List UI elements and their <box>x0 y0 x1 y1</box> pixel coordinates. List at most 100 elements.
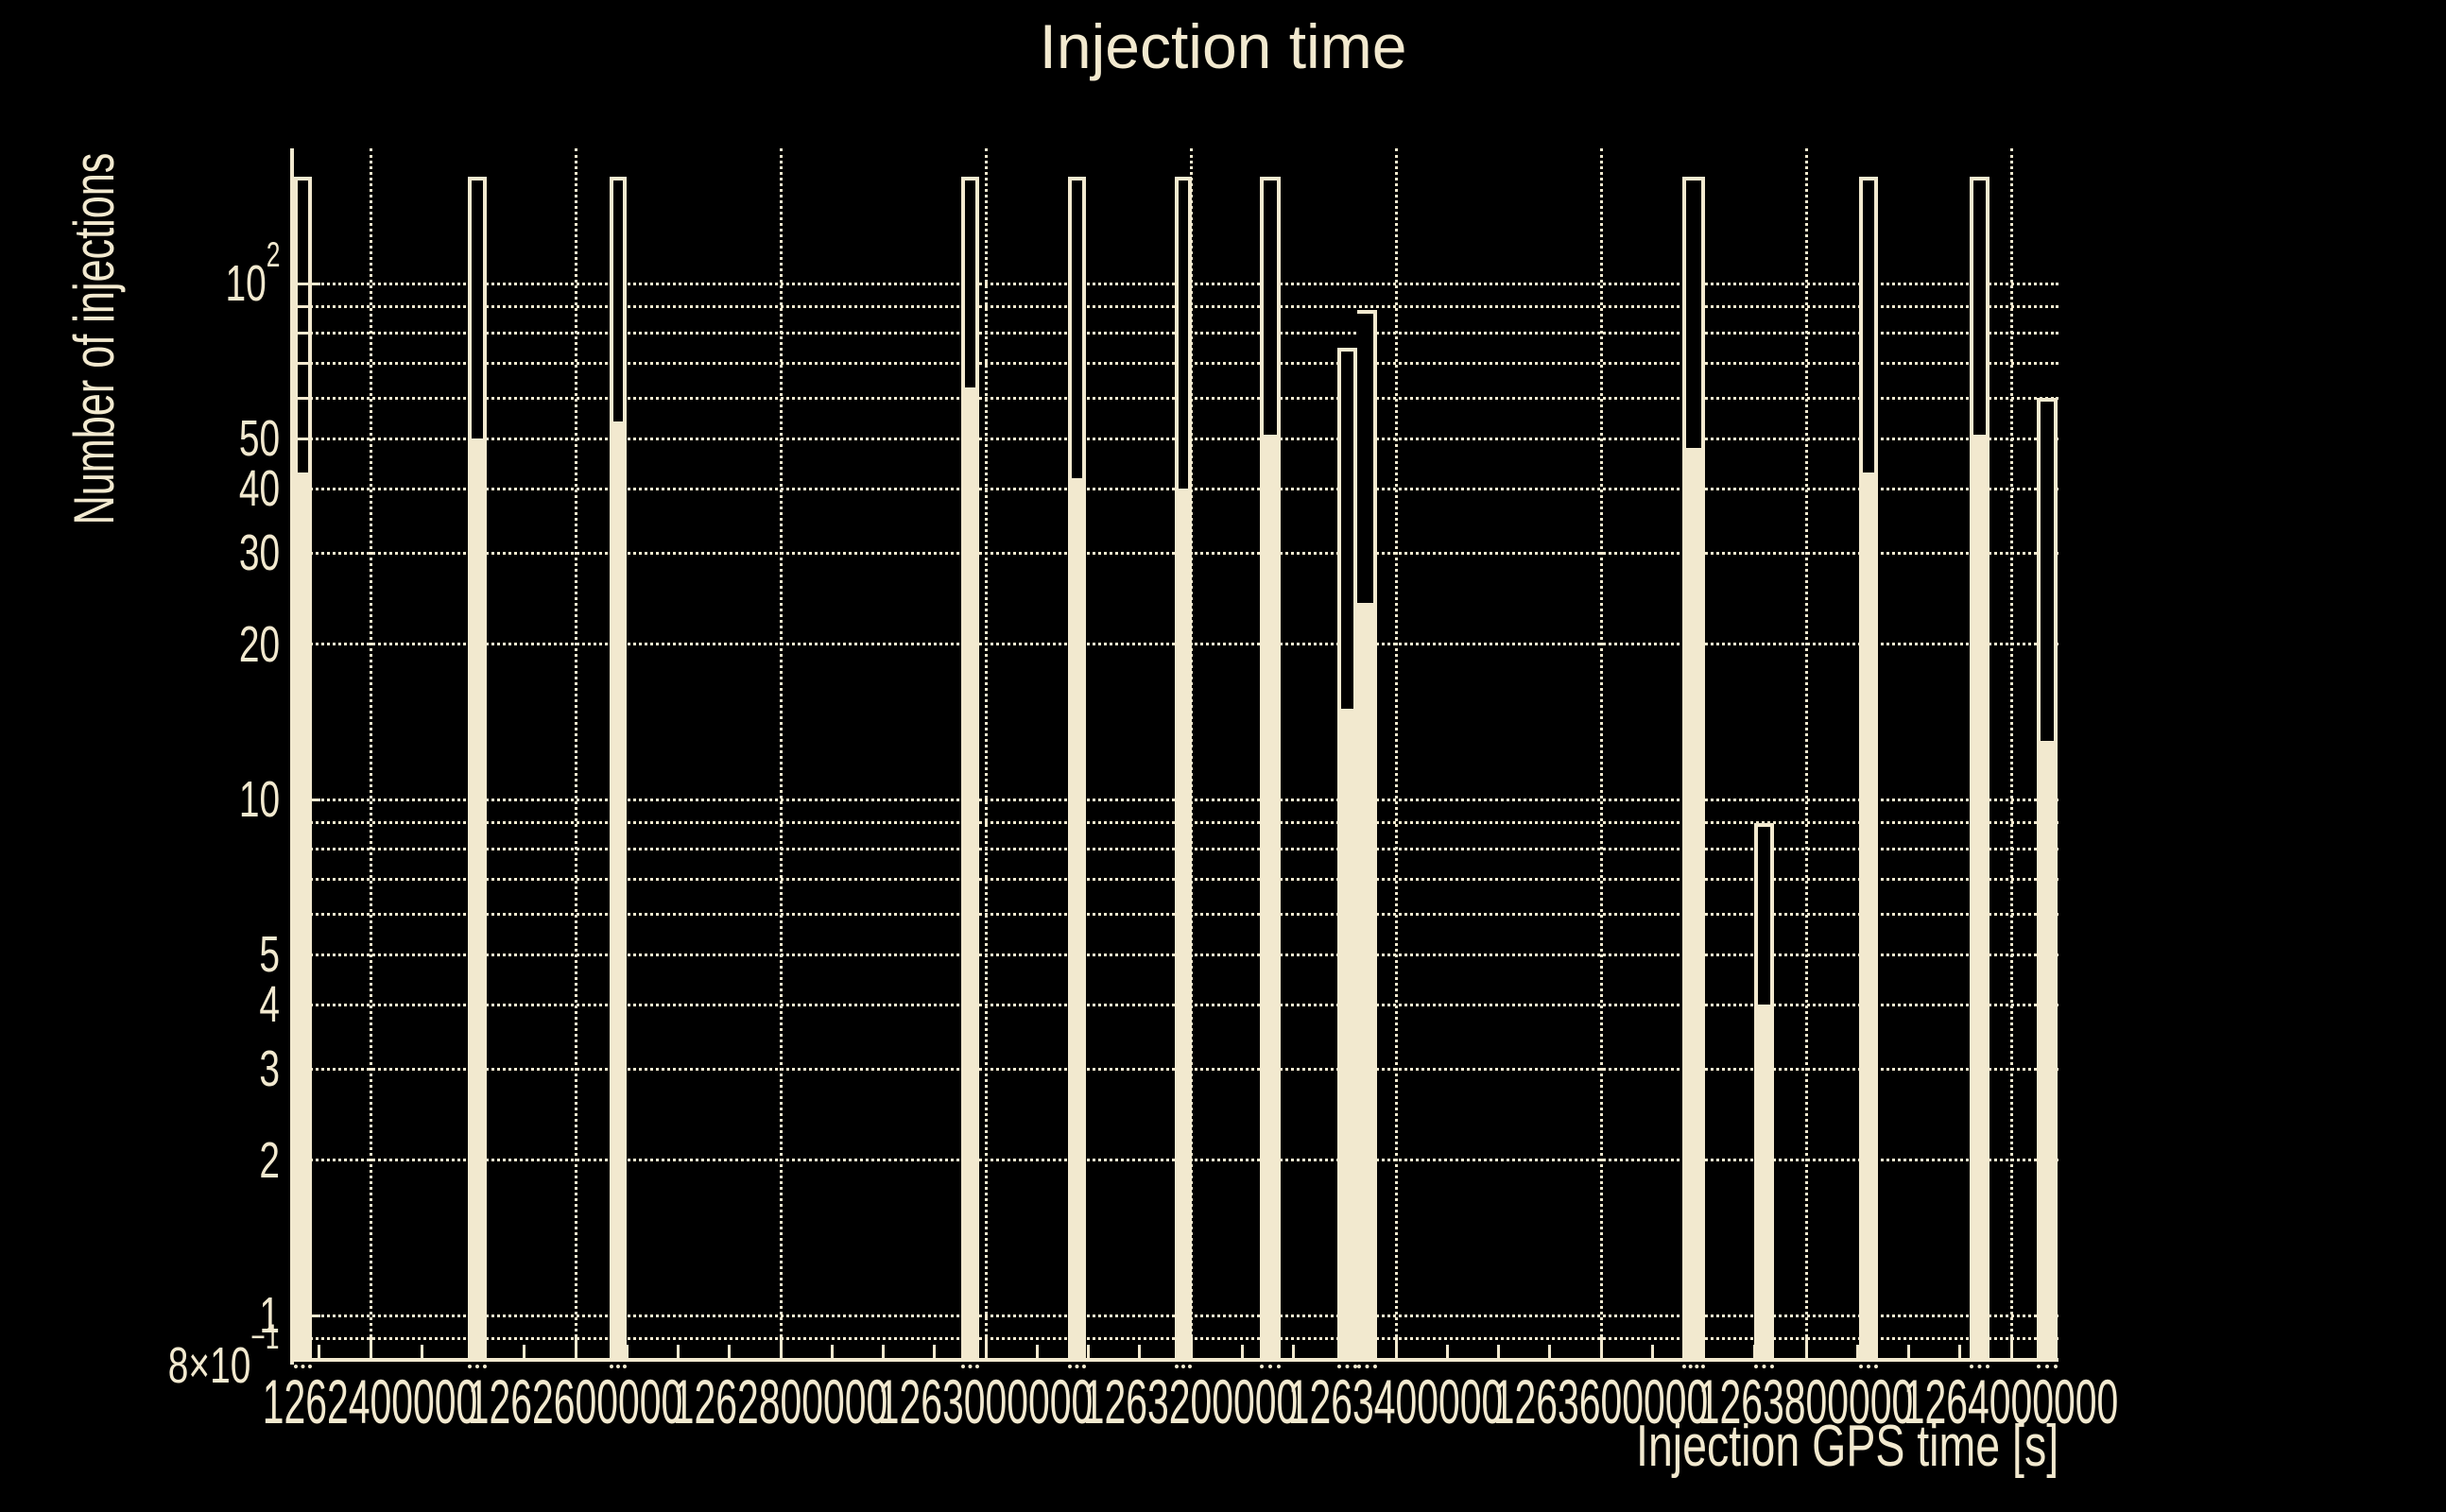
x-tick-label: 1263400000 <box>1207 1368 1585 1435</box>
grid-line-x <box>2009 148 2013 1361</box>
y-tick <box>294 1067 311 1071</box>
y-tick-label-text: 30 <box>238 524 280 582</box>
grid-line-x <box>984 148 988 1361</box>
x-axis-title-text: Injection GPS time [s] <box>1635 1414 2058 1479</box>
y-tick-label-text: 20 <box>238 615 280 673</box>
x-tick-minor <box>1855 1345 1859 1358</box>
x-tick-label-text: 1262400000 <box>263 1366 478 1436</box>
x-tick-label-text: 1263600000 <box>1493 1366 1709 1436</box>
x-tick-minor <box>420 1345 423 1358</box>
histogram-bar-fill <box>293 472 313 1362</box>
bar-base-dots <box>468 1365 487 1368</box>
y-tick-label: 10 <box>0 773 280 826</box>
histogram-bar-fill <box>1067 477 1087 1362</box>
x-tick-label: 1264000000 <box>1822 1368 2200 1435</box>
x-tick-minor <box>882 1345 885 1358</box>
x-tick-major <box>1599 1337 1603 1358</box>
y-tick <box>294 643 311 646</box>
x-tick-minor <box>677 1345 680 1358</box>
chart-title: Injection time <box>0 11 2446 81</box>
x-tick-label: 1262400000 <box>181 1368 560 1435</box>
grid-line-x <box>779 148 783 1361</box>
bar-base-dots <box>1174 1365 1193 1368</box>
y-tick <box>294 1159 311 1162</box>
y-tick-label-text: 8×10−1 <box>168 1317 280 1394</box>
y-axis-line <box>290 148 294 1365</box>
x-tick-minor <box>625 1345 629 1358</box>
y-tick-label-text: 1 <box>259 1287 280 1344</box>
y-tick-label-text: 102 <box>225 235 280 312</box>
y-tick-label-text: 3 <box>259 1040 280 1098</box>
y-tick <box>294 282 320 285</box>
x-tick-label: 1263600000 <box>1412 1368 1790 1435</box>
bar-base-dots <box>1259 1365 1282 1368</box>
x-tick-minor <box>933 1345 937 1358</box>
y-tick-label-exponent: −1 <box>250 1317 280 1357</box>
y-tick-label-text: 40 <box>238 460 280 518</box>
x-tick-label-text: 1262800000 <box>673 1366 888 1436</box>
x-tick-label-text: 1262600000 <box>468 1366 683 1436</box>
x-tick-label-text: 1263000000 <box>878 1366 1094 1436</box>
y-tick-label: 102 <box>0 235 280 312</box>
x-tick-label-text: 1263400000 <box>1288 1366 1504 1436</box>
y-tick-label-exponent: 2 <box>266 235 280 275</box>
histogram-bar-fill <box>1174 489 1193 1362</box>
y-tick-label-text: 4 <box>259 976 280 1034</box>
x-tick-minor <box>1035 1345 1039 1358</box>
histogram-bar-fill <box>1337 708 1357 1362</box>
y-tick-label: 2 <box>0 1134 280 1187</box>
x-tick-label: 1263000000 <box>797 1368 1175 1435</box>
bar-base-dots <box>1356 1365 1378 1368</box>
y-tick <box>294 1337 311 1341</box>
y-tick <box>294 878 311 882</box>
y-tick-label: 4 <box>0 978 280 1031</box>
x-axis-line <box>290 1358 2058 1362</box>
histogram-bar-fill <box>1681 448 1705 1362</box>
x-tick-minor <box>1240 1345 1244 1358</box>
x-tick-label-text: 1263200000 <box>1083 1366 1299 1436</box>
y-tick-label: 8×10−1 <box>0 1317 280 1394</box>
x-tick-minor <box>1343 1345 1347 1358</box>
y-tick <box>294 821 311 825</box>
x-tick-minor <box>318 1345 321 1358</box>
x-tick-major <box>2009 1337 2013 1358</box>
y-tick-label: 50 <box>0 412 280 465</box>
x-tick-minor <box>1753 1345 1757 1358</box>
y-tick <box>294 912 311 916</box>
bar-base-dots <box>1337 1365 1357 1368</box>
y-tick <box>294 437 311 440</box>
grid-line-x <box>369 148 372 1361</box>
y-tick <box>294 332 311 335</box>
x-tick-minor <box>1138 1345 1142 1358</box>
bar-base-dots <box>293 1365 313 1368</box>
x-tick-minor <box>1702 1345 1705 1358</box>
y-tick-label-text: 5 <box>259 926 280 984</box>
y-tick <box>294 1314 320 1317</box>
y-tick <box>294 798 320 801</box>
x-tick-minor <box>1907 1345 1910 1358</box>
grid-line-x <box>1599 148 1603 1361</box>
x-tick-major <box>1804 1337 1808 1358</box>
y-tick <box>294 362 311 366</box>
x-tick-minor <box>1548 1345 1552 1358</box>
y-tick <box>294 396 311 400</box>
x-tick-label-text: 1263800000 <box>1698 1366 1914 1436</box>
x-tick-label: 1263800000 <box>1617 1368 1995 1435</box>
x-tick-major <box>574 1337 577 1358</box>
x-tick-minor <box>1497 1345 1500 1358</box>
y-tick <box>294 953 311 956</box>
y-tick-label: 30 <box>0 526 280 579</box>
y-tick <box>294 305 311 309</box>
histogram-bar-fill <box>1859 472 1878 1362</box>
histogram-bar-fill <box>609 421 628 1362</box>
bar-base-dots <box>2037 1365 2058 1368</box>
x-tick-label: 1262800000 <box>592 1368 970 1435</box>
x-tick-minor <box>728 1345 732 1358</box>
y-tick <box>294 551 311 555</box>
bar-base-dots <box>1067 1365 1087 1368</box>
grid-line-x <box>1804 148 1808 1361</box>
x-tick-major <box>1189 1337 1193 1358</box>
x-tick-minor <box>472 1345 474 1358</box>
x-tick-label-text: 1264000000 <box>1903 1366 2119 1436</box>
